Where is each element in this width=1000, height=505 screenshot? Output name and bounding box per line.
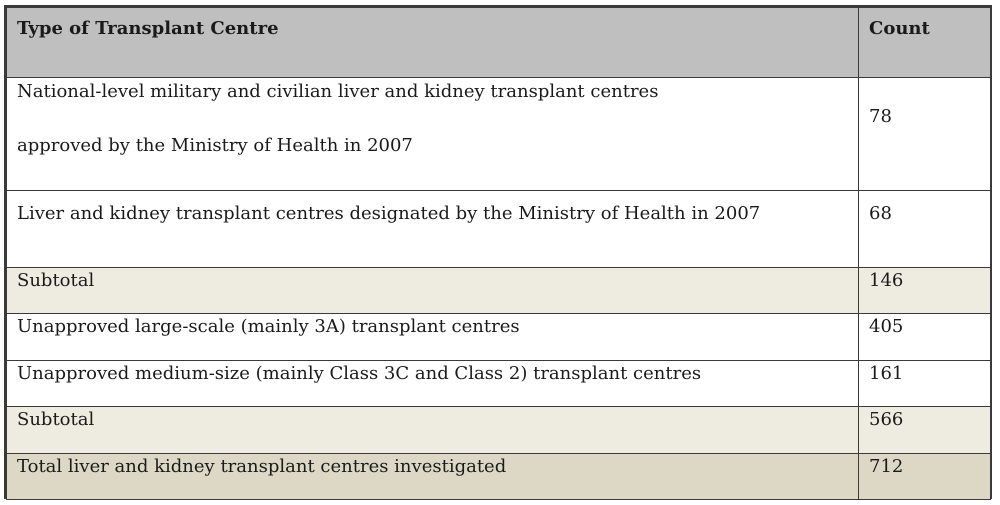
table-row: Unapproved large-scale (mainly 3A) trans… [6, 313, 991, 361]
row-type-cell: Liver and kidney transplant centres desi… [6, 190, 859, 268]
transplant-centre-table: Type of Transplant Centre Count National… [6, 7, 991, 500]
subtotal-count: 566 [858, 406, 991, 454]
subtotal-count: 146 [858, 267, 991, 314]
row-type-cell: Unapproved medium-size (mainly Class 3C … [6, 360, 859, 407]
row-count-cell: 405 [858, 313, 991, 361]
row-type-line-1: National-level military and civilian liv… [17, 81, 659, 102]
subtotal-label: Subtotal [6, 406, 859, 454]
table-header-row: Type of Transplant Centre Count [6, 7, 991, 78]
subtotal-row: Subtotal 566 [6, 406, 991, 454]
row-type-cell: Unapproved large-scale (mainly 3A) trans… [6, 313, 859, 361]
table-row: Unapproved medium-size (mainly Class 3C … [6, 360, 991, 407]
row-count-cell: 68 [858, 190, 991, 268]
row-count-cell: 161 [858, 360, 991, 407]
header-type-of-transplant-centre: Type of Transplant Centre [6, 7, 859, 78]
transplant-centre-table-container: Type of Transplant Centre Count National… [4, 5, 992, 500]
subtotal-label: Subtotal [6, 267, 859, 314]
header-count: Count [858, 7, 991, 78]
table-row: Liver and kidney transplant centres desi… [6, 190, 991, 268]
total-row: Total liver and kidney transplant centre… [6, 453, 991, 500]
total-count: 712 [858, 453, 991, 500]
table-row: National-level military and civilian liv… [6, 77, 991, 191]
row-type-line-2: approved by the Ministry of Health in 20… [17, 135, 413, 156]
subtotal-row: Subtotal 146 [6, 267, 991, 314]
row-count-cell: 78 [858, 77, 991, 191]
total-label: Total liver and kidney transplant centre… [6, 453, 859, 500]
row-type-cell: National-level military and civilian liv… [6, 77, 859, 191]
